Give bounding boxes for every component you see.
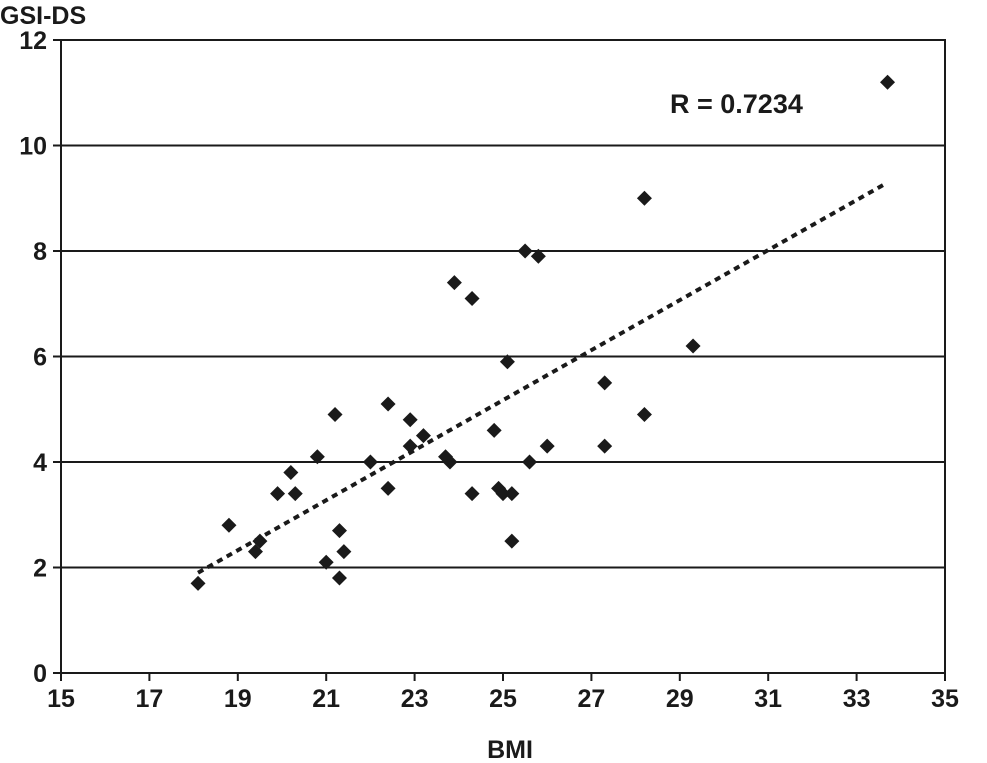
data-point [597, 375, 613, 391]
x-tick-label: 33 [843, 685, 871, 713]
data-point [331, 570, 347, 586]
trendline [197, 183, 885, 575]
data-point [539, 438, 555, 454]
data-point [636, 407, 652, 423]
data-point [402, 438, 418, 454]
data-point [464, 486, 480, 502]
data-point [495, 486, 511, 502]
data-point [530, 248, 546, 264]
data-point [402, 412, 418, 428]
data-point [252, 533, 268, 549]
y-axis-ticks: 0 2 4 6 8 10 12 [19, 27, 61, 688]
data-point [309, 449, 325, 465]
data-point [504, 533, 520, 549]
y-tick-label: 10 [19, 133, 47, 161]
data-point [636, 190, 652, 206]
x-tick-label: 15 [47, 685, 75, 713]
x-tick-label: 21 [312, 685, 340, 713]
data-point [247, 544, 263, 560]
x-tick-label: 31 [754, 685, 782, 713]
y-tick-label: 4 [33, 449, 47, 477]
data-point [597, 438, 613, 454]
data-point [270, 486, 286, 502]
data-point [415, 428, 431, 444]
data-point [221, 517, 237, 533]
x-tick-label: 23 [401, 685, 429, 713]
y-tick-label: 2 [33, 555, 47, 583]
data-point [517, 243, 533, 259]
x-tick-label: 29 [666, 685, 694, 713]
data-point [522, 454, 538, 470]
data-points [190, 74, 896, 591]
data-point [880, 74, 896, 90]
x-tick-label: 27 [577, 685, 605, 713]
gridlines [61, 144, 945, 569]
data-point [362, 454, 378, 470]
y-tick-label: 12 [19, 27, 47, 55]
y-axis-title: GSI-DS [0, 2, 86, 30]
x-tick-label: 35 [931, 685, 959, 713]
data-point [685, 338, 701, 354]
data-point [504, 486, 520, 502]
r-value-annotation: R = 0.7234 [670, 89, 803, 119]
x-axis-ticks: 15 17 19 21 23 25 27 29 31 33 35 [47, 673, 959, 713]
x-tick-label: 19 [224, 685, 252, 713]
data-point [336, 544, 352, 560]
data-point [283, 465, 299, 481]
data-point [380, 396, 396, 412]
data-point [486, 422, 502, 438]
data-point [190, 575, 206, 591]
x-axis-title: BMI [487, 736, 533, 763]
data-point [442, 454, 458, 470]
data-point [331, 523, 347, 539]
data-point [327, 407, 343, 423]
y-tick-label: 0 [33, 660, 47, 688]
x-tick-label: 25 [489, 685, 517, 713]
data-point [446, 275, 462, 291]
data-point [287, 486, 303, 502]
y-tick-label: 8 [33, 238, 47, 266]
data-point [464, 290, 480, 306]
data-point [318, 554, 334, 570]
data-point [499, 354, 515, 370]
y-tick-label: 6 [33, 344, 47, 372]
x-tick-label: 17 [135, 685, 163, 713]
data-point [380, 480, 396, 496]
